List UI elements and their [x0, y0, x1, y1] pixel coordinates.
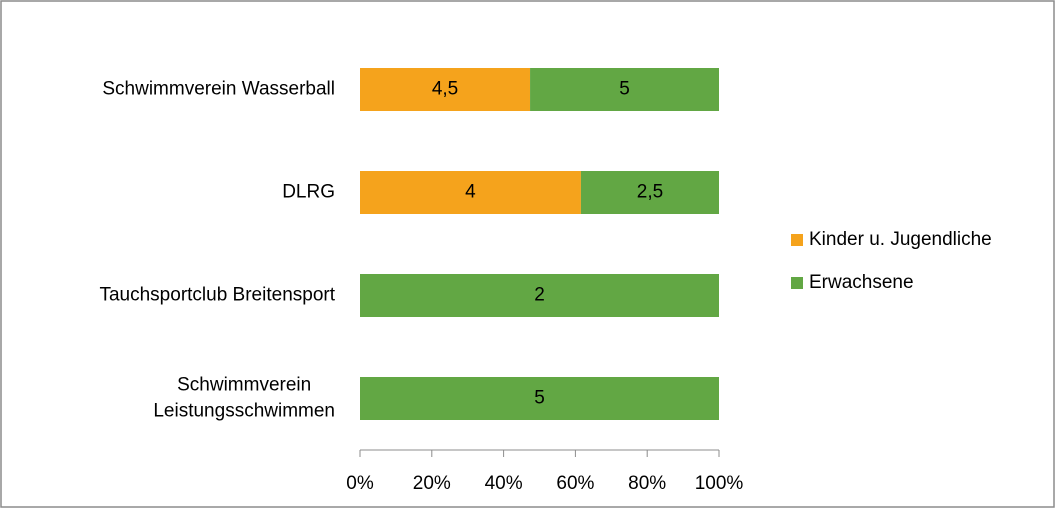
y-tick-label: DLRG: [282, 182, 335, 203]
y-tick-label: Schwimmverein Wasserball: [102, 79, 335, 100]
bar-segment: [360, 377, 719, 420]
legend-swatch: [791, 234, 803, 246]
y-tick-label: Schwimmverein Leistungsschwimmen: [153, 375, 335, 422]
x-tick-label: 100%: [695, 473, 744, 494]
bar-segment: [360, 171, 581, 214]
y-tick-label: Tauchsportclub Breitensport: [99, 285, 335, 306]
data-label: 4,5: [432, 79, 458, 100]
bar-segment: [530, 68, 719, 111]
bar-segment: [360, 274, 719, 317]
data-label: 5: [619, 79, 630, 100]
x-tick-label: 60%: [556, 473, 594, 494]
bar-segment: [580, 171, 719, 214]
x-tick-label: 20%: [413, 473, 451, 494]
legend-swatch: [791, 277, 803, 289]
legend-label: Erwachsene: [809, 272, 914, 293]
data-label: 5: [534, 388, 545, 409]
legend-label: Kinder u. Jugendliche: [809, 229, 992, 250]
x-tick-label: 80%: [628, 473, 666, 494]
data-label: 2,5: [637, 182, 663, 203]
data-label: 4: [465, 182, 476, 203]
bar-segment: [360, 68, 531, 111]
x-tick-label: 40%: [485, 473, 523, 494]
x-tick-label: 0%: [346, 473, 374, 494]
data-label: 2: [534, 285, 545, 306]
